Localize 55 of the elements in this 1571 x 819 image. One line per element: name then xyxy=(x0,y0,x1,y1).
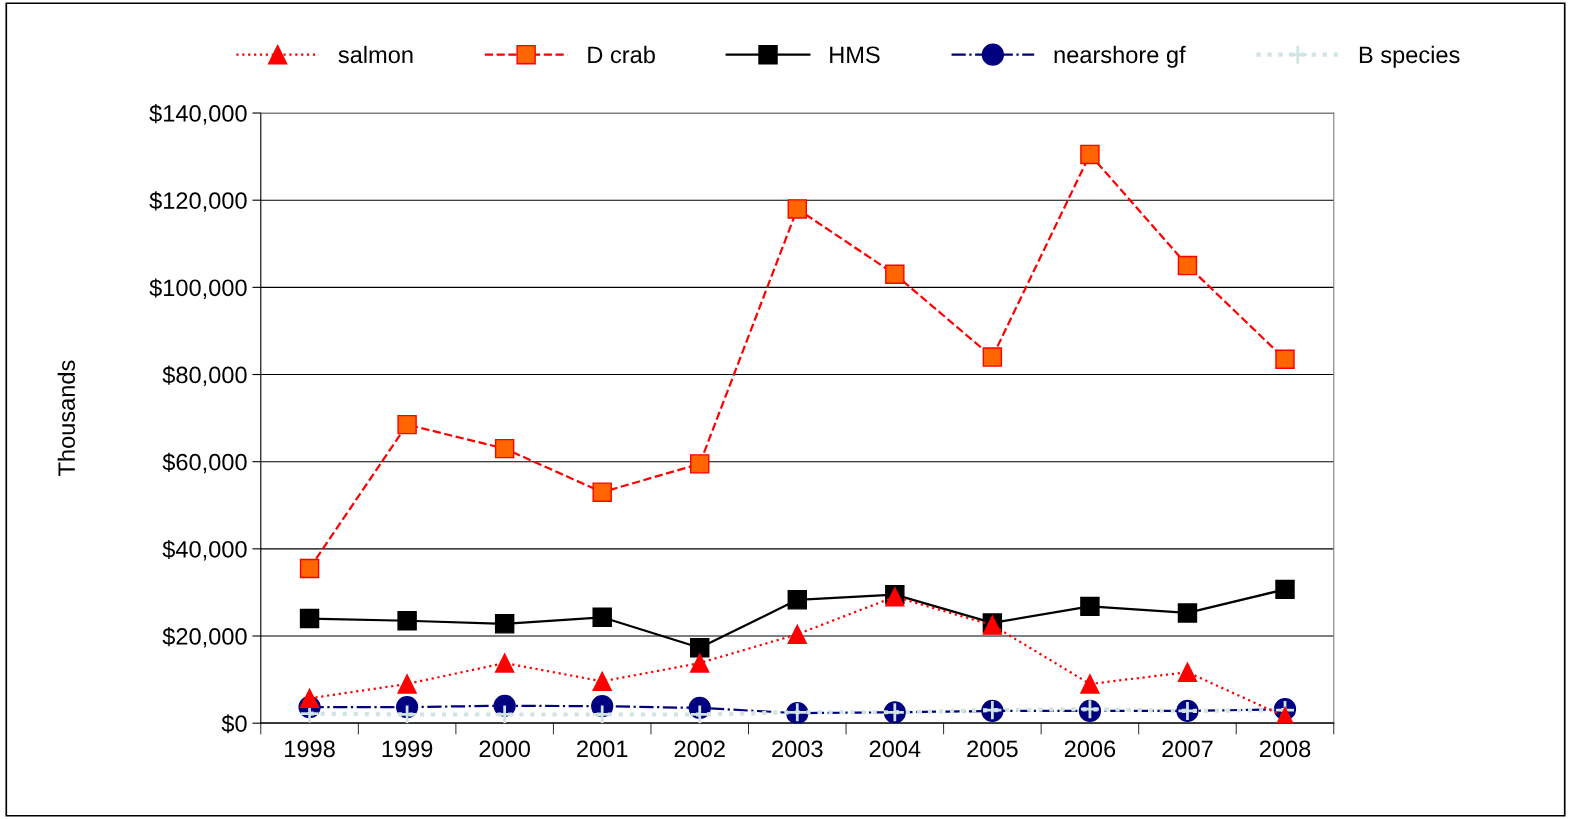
x-tick-label: 2006 xyxy=(1064,740,1116,758)
legend-label: B species xyxy=(1359,45,1460,68)
x-tick-label: 2002 xyxy=(674,740,725,758)
legend-label: HMS xyxy=(830,46,880,64)
point xyxy=(1275,349,1295,369)
point xyxy=(494,653,515,673)
point xyxy=(1275,579,1295,600)
y-tick-label: $20,000 xyxy=(162,627,247,648)
point xyxy=(299,558,320,579)
x-tick-label: 2000 xyxy=(479,740,530,758)
point xyxy=(1177,603,1198,623)
x-tick-label: 2007 xyxy=(1162,740,1213,758)
point xyxy=(1080,144,1100,165)
point xyxy=(689,704,711,724)
point xyxy=(982,347,1003,367)
point xyxy=(787,199,808,219)
point xyxy=(787,624,808,644)
y-tick-label: $60,000 xyxy=(162,452,247,474)
x-tick-label: 1998 xyxy=(285,740,335,758)
legend-label: nearshore gf xyxy=(1054,45,1186,68)
point xyxy=(592,482,612,502)
y-tick-label: $80,000 xyxy=(162,365,247,387)
point xyxy=(397,414,417,435)
y-tick-label: $140,000 xyxy=(149,104,247,125)
y-tick-label: $0 xyxy=(221,714,247,734)
point xyxy=(592,671,612,692)
point xyxy=(1080,674,1100,694)
x-tick-label: 2001 xyxy=(577,740,628,758)
point xyxy=(494,614,515,634)
point xyxy=(299,688,320,709)
x-tick-label: 2005 xyxy=(967,740,1018,758)
point xyxy=(494,704,516,724)
y-tick-label: $40,000 xyxy=(162,539,247,561)
point xyxy=(690,638,710,658)
x-tick-label: 2008 xyxy=(1259,740,1311,758)
point xyxy=(397,674,417,694)
y-axis-title: Thousands xyxy=(57,360,76,476)
point xyxy=(1080,596,1100,617)
point xyxy=(690,454,710,474)
point xyxy=(1177,255,1198,276)
y-tick-label: $120,000 xyxy=(149,191,247,212)
legend-label: salmon xyxy=(338,45,413,64)
point xyxy=(885,264,905,285)
point xyxy=(592,607,612,627)
x-tick-label: 1999 xyxy=(382,740,433,758)
point xyxy=(299,608,320,629)
point xyxy=(397,611,417,631)
y-tick-label: $100,000 xyxy=(149,278,247,299)
point xyxy=(690,653,710,673)
point xyxy=(1177,662,1198,682)
legend-label: D crab xyxy=(588,45,655,64)
x-tick-label: 2004 xyxy=(869,740,921,758)
point xyxy=(787,590,808,610)
x-tick-label: 2003 xyxy=(772,740,823,758)
point xyxy=(494,438,515,459)
